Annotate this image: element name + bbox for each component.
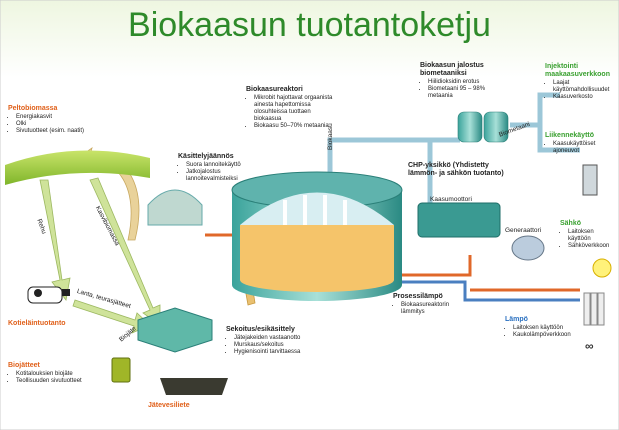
- node: Kotieläintuotanto: [8, 320, 88, 329]
- node: CHP-yksikkö (Yhdistetty lämmön- ja sähkö…: [408, 162, 518, 179]
- node-heading: Biokaasureaktori: [246, 86, 336, 94]
- node-heading: Peltobiomassa: [8, 105, 98, 113]
- node-heading: Käsittelyjäännös: [178, 153, 248, 161]
- node-list: Kaasukäyttöiset ajoneuvot: [545, 141, 615, 155]
- node-item: Kaasuverkosto: [553, 94, 617, 101]
- node-item: Biokaasu 50–70% metaania: [254, 123, 336, 130]
- node-item: Laajat käyttömahdollisuudet: [553, 80, 617, 94]
- node-heading: Sähkö: [560, 220, 618, 228]
- engine: [418, 203, 500, 237]
- node: Sekoitus/esikäsittelyJätejakeiden vastaa…: [226, 326, 316, 356]
- node-heading: Prosessilämpö: [393, 293, 473, 301]
- node-heading: Biokaasun jalostus biometaaniksi: [420, 62, 510, 78]
- node-item: Sivutuotteet (esim. naatit): [16, 128, 98, 135]
- node-list: Kotitalouksien biojäteTeollisuuden sivut…: [8, 371, 98, 385]
- node-list: Biokaasureaktorin lämmitys: [393, 302, 473, 316]
- node-item: Sähköverkkoon: [568, 243, 618, 250]
- node-heading: Biojätteet: [8, 362, 98, 370]
- node: PeltobiomassaEnergiakasvitOlkiSivutuotte…: [8, 105, 98, 135]
- node-list: Mikrobit hajottavat orgaanista ainesta h…: [246, 95, 336, 130]
- node-heading: Injektointi maakaasuverkkoon: [545, 63, 617, 79]
- node: Jätevesiliete: [148, 402, 218, 411]
- diagram: ∞ Biokaasun tuotantoketju PeltobiomassaE…: [0, 0, 619, 430]
- node: SähköLaitoksen käyttöönSähköverkkoon: [560, 220, 618, 250]
- node-item: Kaasukäyttöiset ajoneuvot: [553, 141, 615, 155]
- node: ProsessilämpöBiokaasureaktorin lämmitys: [393, 293, 473, 316]
- logo: ∞: [585, 339, 594, 353]
- node-item: Murskaus/sekoitus: [234, 342, 316, 349]
- node-heading: Kotieläintuotanto: [8, 320, 88, 328]
- node-item: Teollisuuden sivutuotteet: [16, 378, 98, 385]
- bin: [112, 358, 130, 382]
- node-list: Hiilidioksidin erotusBiometaani 95 – 98%…: [420, 79, 510, 100]
- node-item: Jatkojalostus lannoitevalmisteiksi: [186, 169, 248, 183]
- node-list: Laajat käyttömahdollisuudetKaasuverkosto: [545, 80, 617, 101]
- node-item: Kotitalouksien biojäte: [16, 371, 98, 378]
- title: Biokaasun tuotantoketju: [0, 6, 619, 45]
- node-item: Biokaasureaktorin lämmitys: [401, 302, 473, 316]
- flow-label: Generaattori: [505, 227, 541, 234]
- node-item: Kaukolämpöverkkoon: [513, 332, 580, 339]
- generator: [512, 236, 544, 260]
- flow-label: Biokaasu: [327, 123, 334, 150]
- node-item: Mikrobit hajottavat orgaanista ainesta h…: [254, 95, 336, 123]
- reactor: [232, 172, 402, 301]
- node-heading: Sekoitus/esikäsittely: [226, 326, 316, 334]
- node-item: Suora lannoitekäyttö: [186, 162, 248, 169]
- fuel-pump: [583, 165, 597, 195]
- node-item: Hygienisointi tarvittaessa: [234, 349, 316, 356]
- node: LämpöLaitoksen käyttöönKaukolämpöverkkoo…: [505, 316, 580, 339]
- node-item: Olki: [16, 121, 98, 128]
- node-item: Laitoksen käyttöön: [513, 325, 580, 332]
- node-item: Jätejakeiden vastaanotto: [234, 335, 316, 342]
- bulb: [593, 259, 611, 277]
- node: Injektointi maakaasuverkkoonLaajat käytt…: [545, 63, 617, 101]
- flow-label: Kaasumoottori: [430, 196, 472, 203]
- node-item: Energiakasvit: [16, 114, 98, 121]
- node: Biokaasun jalostus biometaaniksiHiilidio…: [420, 62, 510, 100]
- node-list: Suora lannoitekäyttöJatkojalostus lannoi…: [178, 162, 248, 183]
- node-list: Laitoksen käyttöönKaukolämpöverkkoon: [505, 325, 580, 339]
- node-item: Biometaani 95 – 98% metaania: [428, 86, 510, 100]
- node-heading: Liikennekäyttö: [545, 132, 615, 140]
- node-heading: CHP-yksikkö (Yhdistetty lämmön- ja sähkö…: [408, 162, 518, 178]
- node-list: Jätejakeiden vastaanottoMurskaus/sekoitu…: [226, 335, 316, 356]
- node-list: EnergiakasvitOlkiSivutuotteet (esim. naa…: [8, 114, 98, 135]
- residue-tank: [148, 190, 202, 225]
- node: BiojätteetKotitalouksien biojäteTeollisu…: [8, 362, 98, 385]
- cow: [28, 287, 70, 303]
- sludge: [160, 378, 228, 395]
- node-heading: Jätevesiliete: [148, 402, 218, 410]
- node: KäsittelyjäännösSuora lannoitekäyttöJatk…: [178, 153, 248, 183]
- node-list: Laitoksen käyttöönSähköverkkoon: [560, 229, 618, 250]
- node-item: Laitoksen käyttöön: [568, 229, 618, 243]
- node-heading: Lämpö: [505, 316, 580, 324]
- radiator: [584, 293, 604, 325]
- node: LiikennekäyttöKaasukäyttöiset ajoneuvot: [545, 132, 615, 155]
- node: BiokaasureaktoriMikrobit hajottavat orga…: [246, 86, 336, 130]
- node-item: Hiilidioksidin erotus: [428, 79, 510, 86]
